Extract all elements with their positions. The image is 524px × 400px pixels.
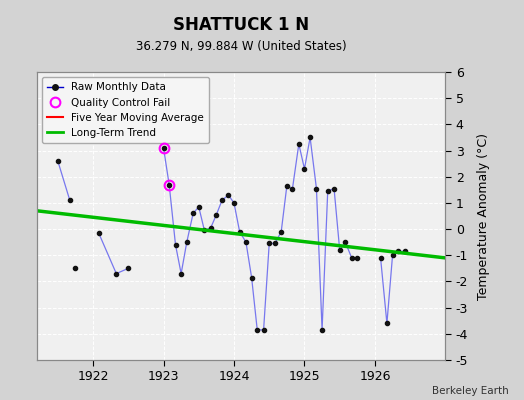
Legend: Raw Monthly Data, Quality Control Fail, Five Year Moving Average, Long-Term Tren: Raw Monthly Data, Quality Control Fail, …	[42, 77, 209, 143]
Text: Berkeley Earth: Berkeley Earth	[432, 386, 508, 396]
Text: SHATTUCK 1 N: SHATTUCK 1 N	[173, 16, 309, 34]
Text: 36.279 N, 99.884 W (United States): 36.279 N, 99.884 W (United States)	[136, 40, 346, 53]
Y-axis label: Temperature Anomaly (°C): Temperature Anomaly (°C)	[477, 132, 489, 300]
